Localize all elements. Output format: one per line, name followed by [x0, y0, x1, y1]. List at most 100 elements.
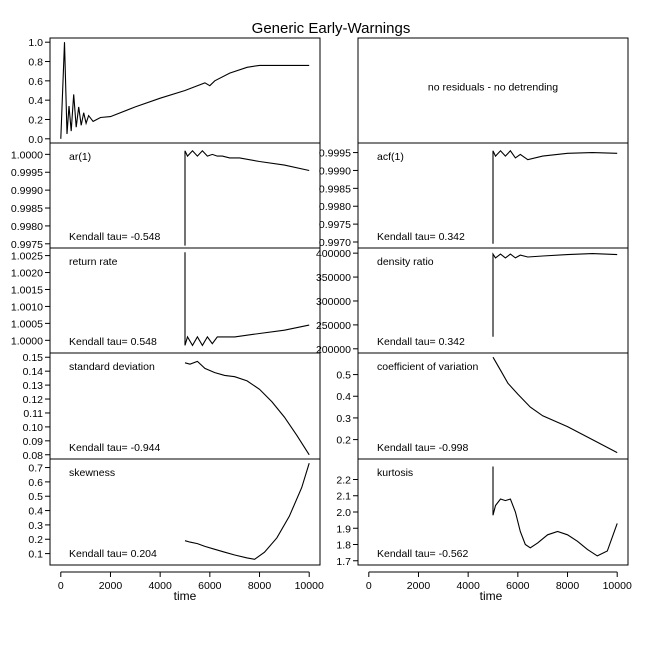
y-tick-label: 1.0005 [11, 318, 43, 330]
y-tick-label: 0.1 [28, 549, 43, 561]
panel-left-5: skewness Kendall tau= 0.204 0.7 0.6 0.5 0.4 0.… [28, 458, 321, 566]
y-tick-label: 0.2 [336, 435, 351, 447]
x-tick-label: 6000 [198, 580, 222, 592]
panel-left-3: return rate Kendall tau= 0.548 1.0025 1.002… [11, 247, 321, 354]
y-tick-label: 0.8 [28, 57, 43, 69]
y-tick-label: 0.9995 [11, 167, 43, 179]
panel-left-2: ar(1) Kendall tau= -0.548 1.0000 0.9995 0.99… [11, 142, 321, 251]
y-tick-label: 200000 [316, 344, 351, 356]
x-tick-label: 4000 [148, 580, 172, 592]
panel-label: acf(1) [377, 151, 404, 163]
series-line-right-2 [492, 149, 618, 244]
y-tick-label: 0.10 [23, 422, 44, 434]
series-line-left-3 [184, 252, 310, 347]
y-tick-label: 0.14 [23, 366, 44, 378]
y-tick-label: 0.9970 [319, 237, 351, 249]
panels: 1.0 0.8 0.6 0.4 0.2 0.0 no residuals - no detr… [11, 37, 629, 568]
y-tick-label: 0.9990 [11, 185, 43, 197]
panel-label: standard deviation [69, 361, 155, 373]
y-tick-label: 0.11 [23, 408, 43, 420]
y-tick-label: 1.0025 [11, 251, 43, 263]
x-tick-label: 4000 [456, 580, 480, 592]
y-tick-label: 0.4 [28, 95, 43, 107]
y-tick-label: 0.2 [28, 534, 43, 546]
y-tick-label: 2.0 [336, 507, 351, 519]
y-tick-label: 0.9990 [319, 165, 351, 177]
y-tick-label: 2.1 [336, 491, 351, 503]
panel-label: ar(1) [69, 151, 91, 163]
series-line-right-5 [492, 466, 618, 557]
x-tick-label: 8000 [556, 580, 580, 592]
x-axis-title-right: time [480, 589, 503, 603]
y-tick-label: 1.0000 [11, 149, 43, 161]
y-tick-label: 0.12 [23, 394, 44, 406]
y-tick-label: 300000 [316, 296, 351, 308]
panel-right-1: no residuals - no detrending [357, 37, 629, 144]
y-tick-label: 400000 [316, 248, 351, 260]
panel-label: density ratio [377, 256, 434, 268]
series-line-left-1 [60, 42, 310, 139]
y-tick-label: 0.6 [28, 76, 43, 88]
panel-right-2: acf(1) Kendall tau= 0.342 0.9995 0.9990 0.99… [319, 142, 629, 249]
y-tick-label: 0.08 [23, 450, 44, 462]
panel-right-5: kurtosis Kendall tau= -0.562 2.2 2.1 2.0 1.9 1… [336, 458, 629, 568]
kendall-tau-label: Kendall tau= -0.944 [69, 442, 161, 454]
y-tick-label: 0.15 [23, 352, 44, 364]
y-tick-label: 0.13 [23, 380, 44, 392]
y-tick-label: 1.0000 [11, 335, 43, 347]
panel-right-4: coefficient of variation Kendall tau= -0.… [336, 352, 629, 460]
y-tick-label: 350000 [316, 272, 351, 284]
y-tick-label: 1.0020 [11, 268, 43, 280]
series-line-left-5 [184, 463, 310, 560]
y-tick-label: 1.8 [336, 540, 351, 552]
y-tick-label: 0.09 [23, 436, 44, 448]
y-tick-label: 0.5 [336, 370, 351, 382]
x-tick-label: 2000 [407, 580, 431, 592]
y-tick-label: 1.0 [28, 37, 43, 49]
kendall-tau-label: Kendall tau= -0.548 [69, 231, 161, 243]
panel-label: coefficient of variation [377, 361, 479, 373]
series-line-right-3 [492, 252, 618, 337]
y-tick-label: 0.6 [28, 477, 43, 489]
series-line-right-4 [492, 356, 618, 454]
x-tick-label: 6000 [506, 580, 530, 592]
y-tick-label: 0.2 [28, 114, 43, 126]
panel-label: kurtosis [377, 467, 413, 479]
y-tick-label: 1.0010 [11, 301, 43, 313]
series-line-left-4 [184, 360, 310, 456]
kendall-tau-label: Kendall tau= -0.562 [377, 548, 469, 560]
y-tick-label: 0.9985 [11, 203, 43, 215]
x-axis-title-left: time [174, 589, 197, 603]
panel-right-3: density ratio Kendall tau= 0.342 400000 350… [316, 247, 629, 356]
x-tick-label: 10000 [603, 580, 632, 592]
y-tick-label: 0.4 [28, 506, 43, 518]
x-tick-label: 2000 [99, 580, 123, 592]
y-tick-label: 1.7 [336, 556, 351, 568]
y-tick-label: 0.4 [336, 391, 351, 403]
y-tick-label: 1.9 [336, 523, 351, 535]
x-tick-label: 0 [58, 580, 64, 592]
y-tick-label: 0.0 [28, 134, 43, 146]
x-axis-right: 0 2000 4000 6000 8000 10000 [366, 571, 632, 592]
x-axis-left: 0 2000 4000 6000 8000 10000 [58, 571, 324, 592]
y-tick-label: 0.9980 [319, 201, 351, 213]
panel-frame [49, 458, 321, 566]
x-tick-label: 0 [366, 580, 372, 592]
kendall-tau-label: Kendall tau= 0.548 [69, 336, 157, 348]
y-tick-label: 2.2 [336, 474, 351, 486]
kendall-tau-label: Kendall tau= 0.342 [377, 336, 465, 348]
y-tick-label: 0.9975 [319, 219, 351, 231]
y-tick-label: 0.9985 [319, 183, 351, 195]
kendall-tau-label: Kendall tau= -0.998 [377, 442, 469, 454]
y-tick-label: 0.7 [28, 463, 43, 475]
y-tick-label: 0.3 [336, 413, 351, 425]
y-tick-label: 250000 [316, 320, 351, 332]
y-tick-label: 0.3 [28, 520, 43, 532]
y-tick-label: 0.5 [28, 491, 43, 503]
kendall-tau-label: Kendall tau= 0.342 [377, 231, 465, 243]
chart-title: Generic Early-Warnings [252, 20, 411, 37]
y-tick-label: 1.0015 [11, 284, 43, 296]
panel-note: no residuals - no detrending [428, 82, 558, 94]
x-tick-label: 10000 [295, 580, 324, 592]
